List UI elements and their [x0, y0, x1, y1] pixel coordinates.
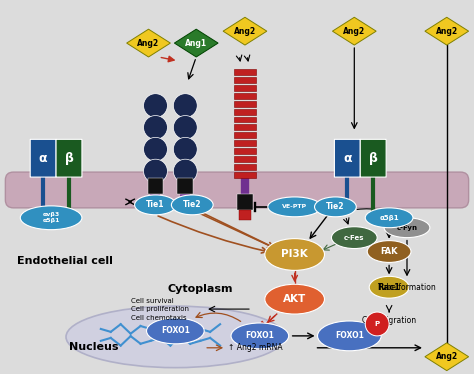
- Ellipse shape: [365, 208, 413, 228]
- Circle shape: [173, 137, 197, 161]
- Bar: [234, 148, 256, 154]
- Ellipse shape: [367, 240, 411, 263]
- FancyBboxPatch shape: [56, 140, 82, 177]
- FancyBboxPatch shape: [5, 172, 469, 208]
- Circle shape: [144, 159, 167, 183]
- Text: αvβ3
α5β1: αvβ3 α5β1: [42, 212, 60, 223]
- Polygon shape: [127, 29, 170, 57]
- Bar: [147, 178, 164, 194]
- Ellipse shape: [66, 306, 285, 368]
- Circle shape: [173, 116, 197, 140]
- Text: ↑ Ang2 mRNA: ↑ Ang2 mRNA: [228, 343, 283, 352]
- Circle shape: [365, 312, 389, 336]
- Bar: [234, 140, 256, 146]
- Text: Tie2: Tie2: [326, 202, 345, 211]
- Text: Tube formation: Tube formation: [378, 283, 436, 292]
- Bar: [234, 93, 256, 99]
- Bar: [234, 108, 256, 114]
- Circle shape: [144, 94, 167, 117]
- Ellipse shape: [315, 197, 356, 217]
- Text: Endothelial cell: Endothelial cell: [17, 257, 113, 266]
- Text: Ang2: Ang2: [436, 27, 458, 36]
- Text: α: α: [343, 152, 352, 165]
- Bar: [234, 117, 256, 122]
- Ellipse shape: [20, 206, 82, 230]
- Text: β: β: [64, 152, 73, 165]
- FancyBboxPatch shape: [360, 140, 386, 177]
- Text: c-Fes: c-Fes: [344, 234, 365, 240]
- Text: Rac1: Rac1: [378, 283, 401, 292]
- Circle shape: [173, 94, 197, 117]
- Bar: [234, 132, 256, 138]
- Text: Ang2: Ang2: [234, 27, 256, 36]
- Polygon shape: [174, 29, 218, 57]
- Polygon shape: [425, 343, 469, 371]
- Text: α5β1: α5β1: [379, 215, 399, 221]
- Text: Cytoplasm: Cytoplasm: [167, 284, 233, 294]
- Text: c-Fyn: c-Fyn: [396, 225, 418, 231]
- Circle shape: [144, 116, 167, 140]
- Text: P: P: [374, 321, 380, 327]
- Text: Tie2: Tie2: [183, 200, 201, 209]
- Ellipse shape: [331, 227, 377, 249]
- Bar: [234, 101, 256, 107]
- Bar: [234, 164, 256, 170]
- Text: Tie1: Tie1: [146, 200, 165, 209]
- Text: α: α: [39, 152, 47, 165]
- Bar: [234, 125, 256, 131]
- Bar: [234, 85, 256, 91]
- Bar: [237, 194, 253, 210]
- Text: FOXO1: FOXO1: [335, 331, 364, 340]
- Bar: [234, 69, 256, 75]
- Text: Ang2: Ang2: [436, 352, 458, 361]
- Text: FOXO1: FOXO1: [246, 331, 274, 340]
- Polygon shape: [425, 17, 469, 45]
- Ellipse shape: [265, 284, 325, 314]
- Bar: [234, 172, 256, 178]
- Text: Cell migration: Cell migration: [362, 316, 416, 325]
- Text: Ang2: Ang2: [137, 39, 160, 47]
- Ellipse shape: [172, 195, 213, 215]
- Ellipse shape: [318, 321, 381, 351]
- Text: Nucleus: Nucleus: [69, 342, 118, 352]
- Ellipse shape: [265, 239, 325, 270]
- Bar: [177, 178, 193, 194]
- Text: β: β: [369, 152, 378, 165]
- Ellipse shape: [146, 318, 204, 344]
- Bar: [234, 77, 256, 83]
- Polygon shape: [223, 17, 267, 45]
- Text: Ang1: Ang1: [185, 39, 207, 47]
- Text: PI3K: PI3K: [281, 249, 308, 260]
- Ellipse shape: [268, 197, 321, 217]
- Bar: [234, 156, 256, 162]
- Bar: [239, 210, 251, 220]
- Ellipse shape: [231, 323, 289, 349]
- FancyBboxPatch shape: [30, 140, 56, 177]
- Circle shape: [173, 159, 197, 183]
- Text: Ang2: Ang2: [343, 27, 365, 36]
- Text: Cell survival
Cell proliferation
Cell chemotaxis: Cell survival Cell proliferation Cell ch…: [131, 298, 189, 321]
- Text: FAK: FAK: [380, 247, 398, 256]
- Ellipse shape: [369, 276, 409, 298]
- Text: FOXO1: FOXO1: [161, 327, 190, 335]
- Circle shape: [144, 137, 167, 161]
- Ellipse shape: [135, 195, 176, 215]
- Polygon shape: [332, 17, 376, 45]
- Text: AKT: AKT: [283, 294, 306, 304]
- FancyBboxPatch shape: [334, 140, 360, 177]
- Text: VE-PTP: VE-PTP: [282, 204, 307, 209]
- Ellipse shape: [384, 218, 430, 237]
